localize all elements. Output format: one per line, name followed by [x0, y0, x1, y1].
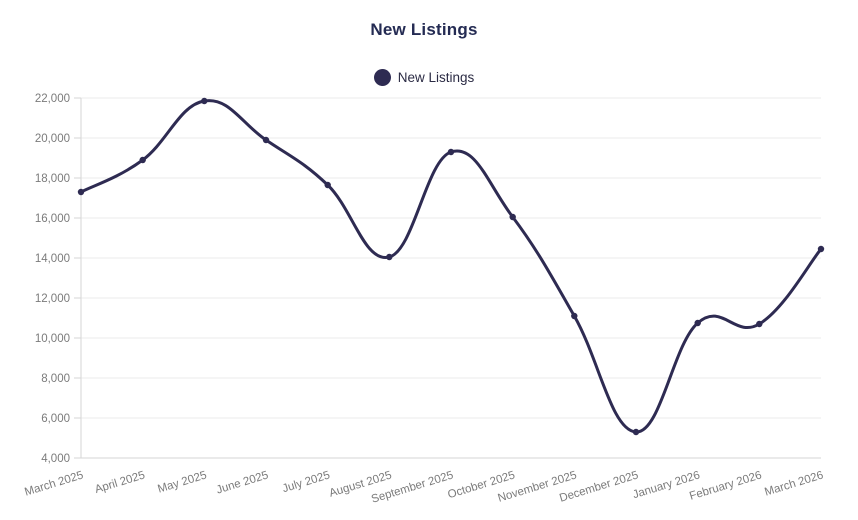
y-tick-label: 22,000 [35, 93, 70, 105]
legend-marker-icon [373, 69, 391, 86]
data-point[interactable] [447, 148, 455, 156]
data-point[interactable] [571, 312, 578, 320]
y-tick-label: 20,000 [35, 133, 70, 145]
data-point[interactable] [139, 156, 146, 164]
y-tick-label: 6,000 [41, 413, 70, 425]
x-tick-label: March 2026 [763, 469, 825, 498]
legend-item-new-listings[interactable]: New Listings [0, 69, 848, 86]
data-point[interactable] [77, 188, 85, 196]
data-point[interactable] [262, 136, 270, 144]
chart-title: New Listings [370, 20, 478, 39]
legend-label: New Listings [397, 70, 475, 85]
data-point[interactable] [817, 245, 825, 253]
data-point[interactable] [324, 181, 331, 189]
data-point[interactable] [632, 428, 640, 436]
y-tick-label: 18,000 [35, 173, 70, 185]
y-tick-label: 8,000 [41, 373, 70, 385]
data-point[interactable] [509, 213, 516, 221]
y-tick-label: 12,000 [35, 293, 70, 305]
x-tick-label: May 2025 [156, 469, 208, 495]
x-tick-label: June 2025 [215, 469, 270, 496]
y-tick-label: 16,000 [35, 213, 70, 225]
y-tick-label: 14,000 [35, 253, 70, 265]
data-point[interactable] [201, 97, 208, 105]
x-tick-label: April 2025 [94, 469, 147, 496]
data-point[interactable] [386, 253, 393, 261]
y-tick-label: 10,000 [35, 333, 70, 345]
y-tick-label: 4,000 [41, 453, 70, 465]
data-point[interactable] [756, 320, 763, 328]
x-tick-label: July 2025 [281, 469, 332, 495]
x-tick-label: March 2025 [23, 469, 85, 498]
data-point[interactable] [694, 319, 701, 327]
